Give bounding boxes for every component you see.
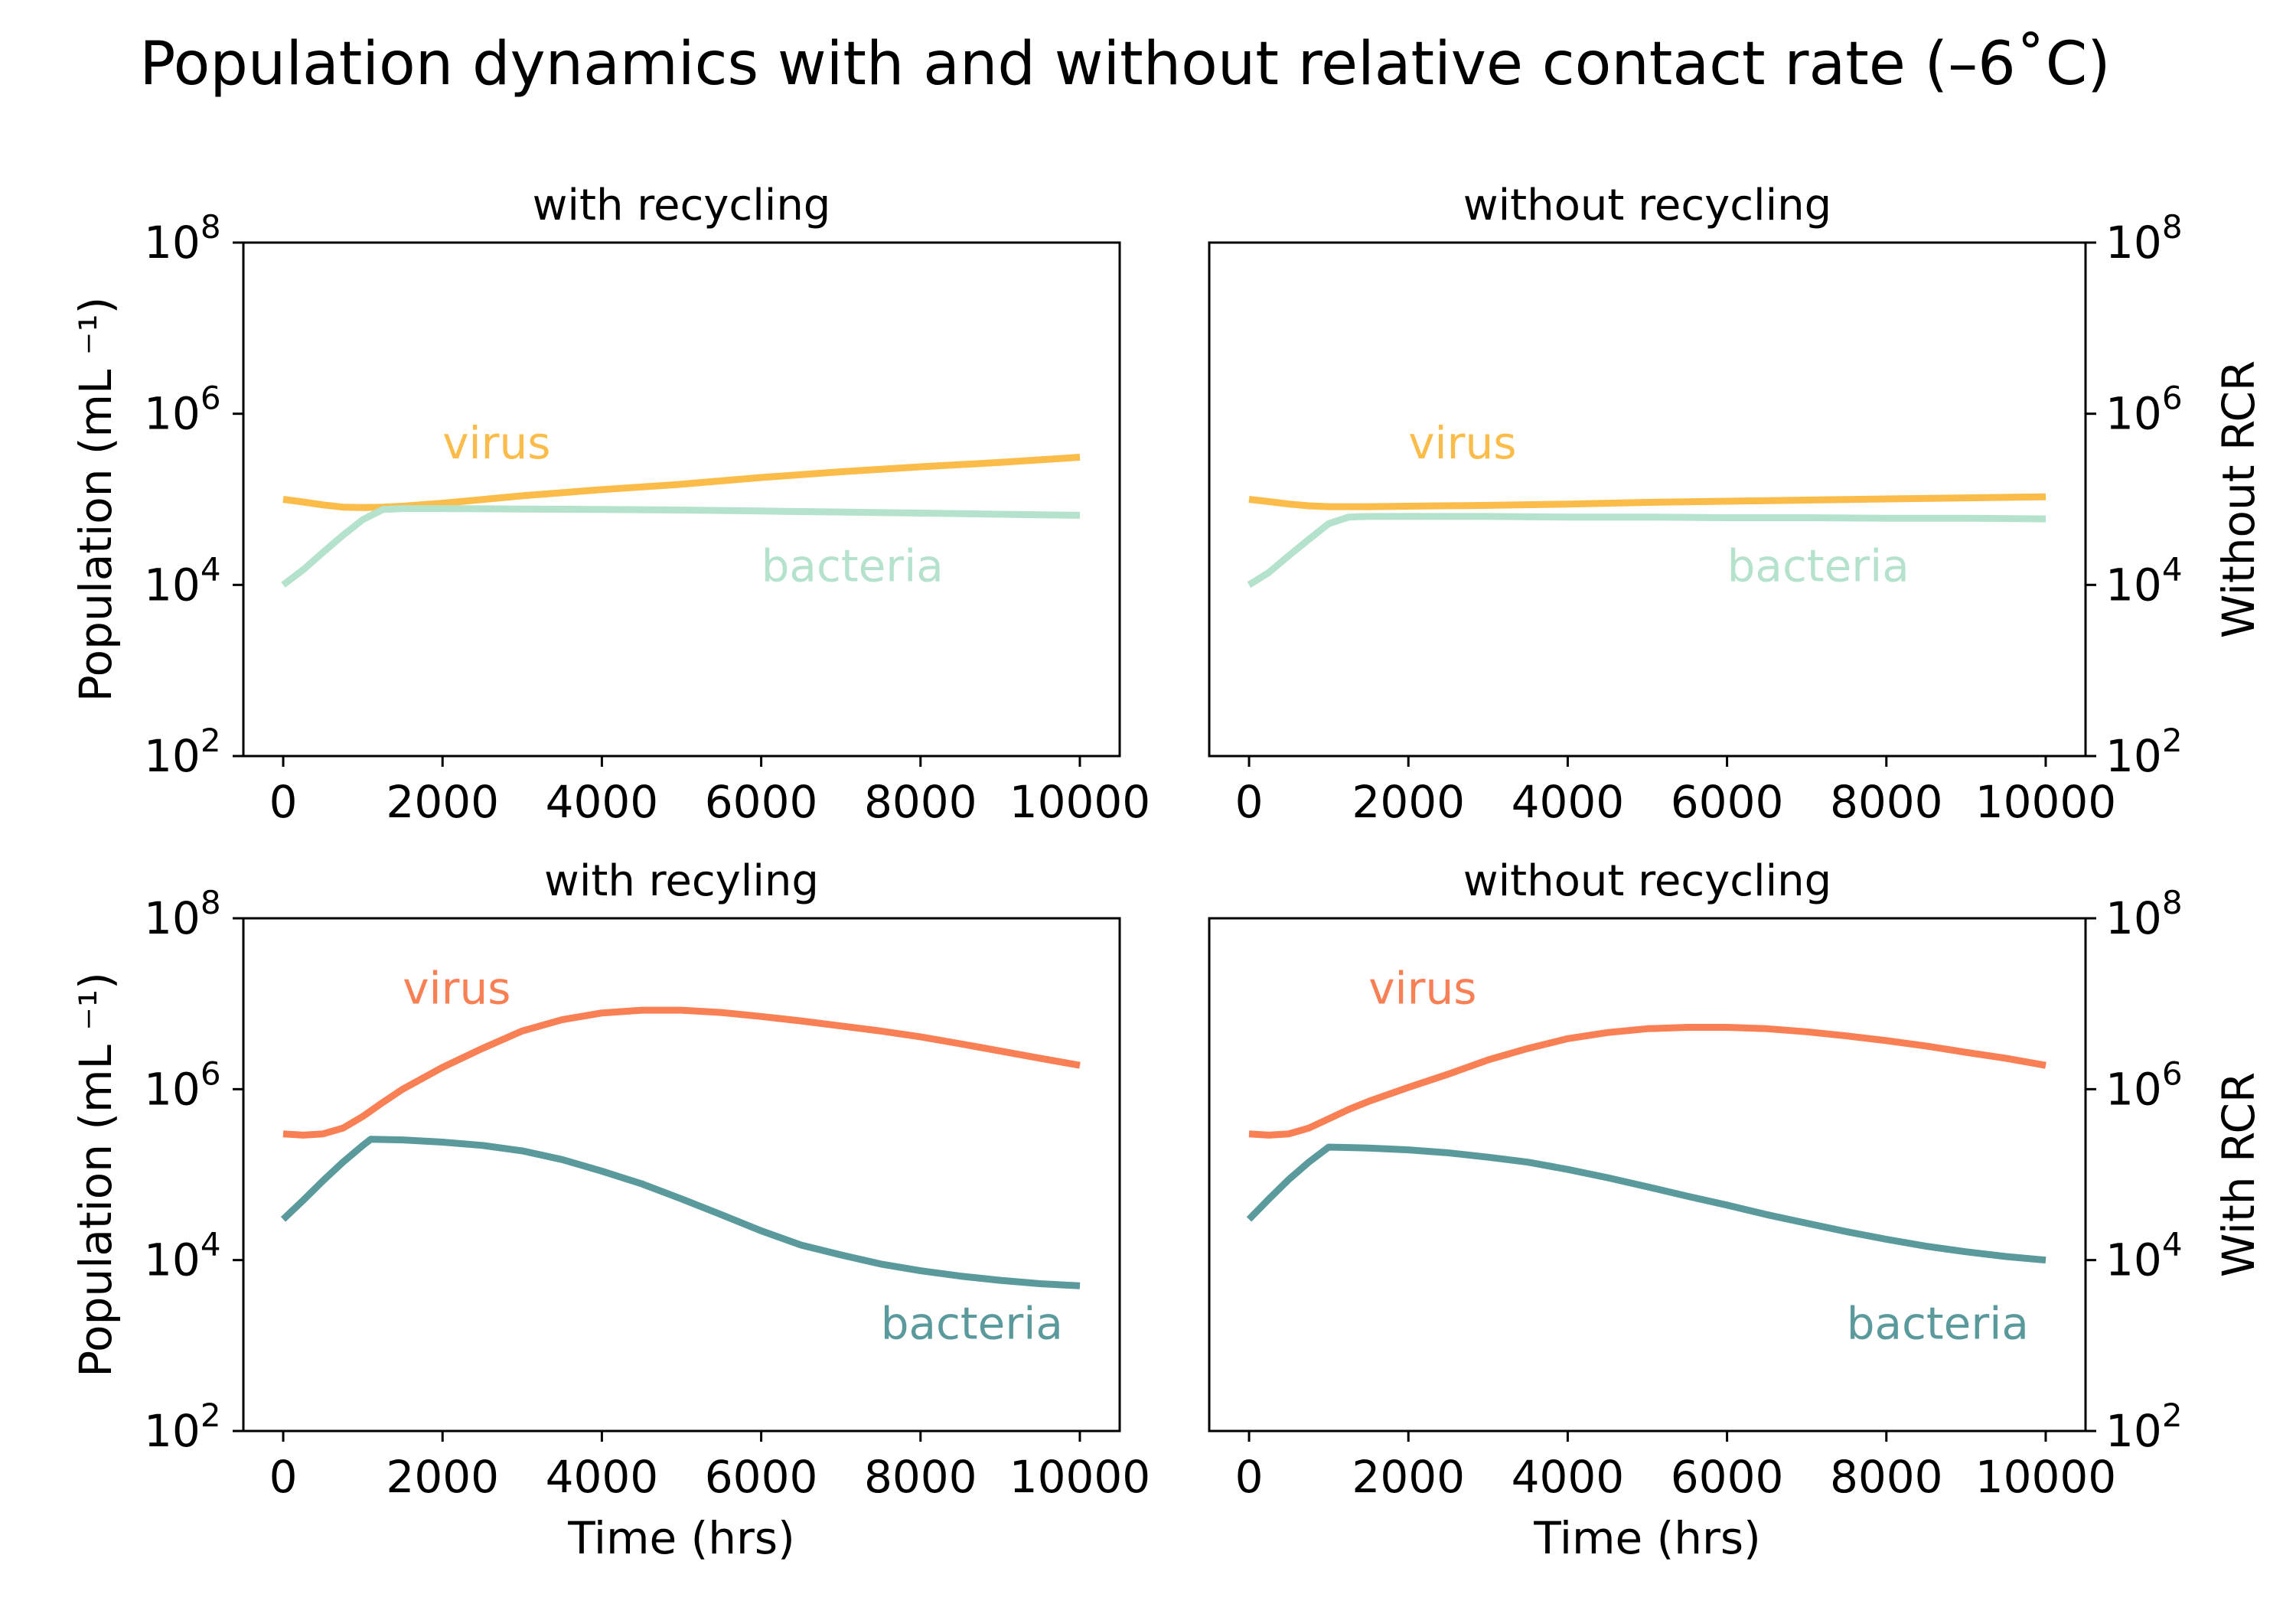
virus-line [282,454,1081,511]
plot-frame [1208,241,2087,758]
x-tick-label: 10000 [1975,1451,2117,1503]
x-tick-label: 0 [269,776,298,828]
x-tick-label: 8000 [1830,776,1943,828]
virus-series-label: virus [1368,963,1476,1015]
x-tick-label: 10000 [1975,776,2117,828]
y-tick-label: 106 [144,1054,221,1115]
y-tick-label: 108 [144,208,221,269]
virus-line [1248,1024,2047,1139]
y-tick-label: 108 [2105,208,2183,269]
virus-line [282,1006,1081,1139]
chart-panel-2: without recycling virus bacteria 0 2000 4000 6… [1208,181,2265,828]
x-tick-label: 2000 [386,776,499,828]
y-axis-label: Population (mL ⁻¹) [70,972,122,1377]
chart-panel-3: with recyling virus bacteria 0 2000 4000 6000 8… [70,856,1150,1564]
bacteria-series-label: bacteria [881,1298,1063,1350]
subplot-title: with recycling [533,181,831,230]
virus-series-label: virus [442,417,550,469]
y-tick-label: 102 [2105,722,2183,782]
y-tick-label: 102 [144,722,221,782]
bacteria-line [280,1136,1081,1289]
bacteria-series-label: bacteria [1727,540,1910,592]
chart-panels: with recycling virus bacteria 0 2000 4000 6000… [70,181,2265,1564]
x-tick-label: 10000 [1009,776,1151,828]
bacteria-series-label: bacteria [1847,1298,2029,1350]
subplot-title: without recycling [1463,181,1831,230]
x-tick-label: 4000 [1512,1451,1625,1503]
x-axis-label: Time (hrs) [1533,1512,1760,1564]
y-tick-label: 102 [144,1397,221,1457]
x-tick-label: 8000 [864,1451,977,1503]
virus-series-label: virus [1408,417,1516,469]
bacteria-line [281,505,1081,588]
bacteria-line [1247,513,2047,588]
y-tick-label: 104 [2105,550,2183,611]
bacteria-series-label: bacteria [762,540,944,592]
x-tick-label: 2000 [1352,1451,1465,1503]
y-tick-label: 108 [144,884,221,944]
virus-line [1248,493,2047,510]
x-tick-label: 4000 [546,776,659,828]
figure-title: Population dynamics with and without rel… [139,30,2110,99]
x-tick-label: 6000 [705,776,818,828]
x-tick-label: 0 [1235,1451,1264,1503]
x-tick-label: 2000 [1352,776,1465,828]
y-axis-label: Population (mL ⁻¹) [70,297,122,702]
y-tick-label: 106 [144,380,221,440]
x-tick-label: 4000 [1512,776,1625,828]
x-tick-label: 0 [269,1451,298,1503]
subplot-title: without recycling [1463,856,1831,906]
plot-frame [242,241,1121,758]
right-row-label: With RCR [2213,1072,2265,1277]
x-tick-label: 8000 [864,776,977,828]
y-tick-label: 106 [2105,1054,2183,1115]
y-tick-label: 104 [2105,1226,2183,1286]
x-tick-label: 6000 [1671,776,1784,828]
bacteria-line [1246,1143,2047,1264]
y-tick-label: 102 [2105,1397,2183,1457]
x-tick-label: 8000 [1830,1451,1943,1503]
x-tick-label: 6000 [705,1451,818,1503]
plot-frame [242,917,1121,1433]
virus-series-label: virus [403,963,510,1015]
y-tick-label: 108 [2105,884,2183,944]
y-tick-label: 104 [144,1226,221,1286]
x-tick-label: 4000 [546,1451,659,1503]
right-row-label: Without RCR [2213,360,2265,638]
x-tick-label: 6000 [1671,1451,1784,1503]
subplot-title: with recyling [544,856,819,906]
x-axis-label: Time (hrs) [567,1512,794,1564]
plot-frame [1208,917,2087,1433]
x-tick-label: 0 [1235,776,1264,828]
x-tick-label: 2000 [386,1451,499,1503]
y-tick-label: 106 [2105,380,2183,440]
x-tick-label: 10000 [1009,1451,1151,1503]
y-tick-label: 104 [144,550,221,611]
chart-panel-1: with recycling virus bacteria 0 2000 4000 6000… [70,181,1150,828]
chart-panel-4: without recycling virus bacteria 0 2000 4000 6… [1208,856,2265,1564]
